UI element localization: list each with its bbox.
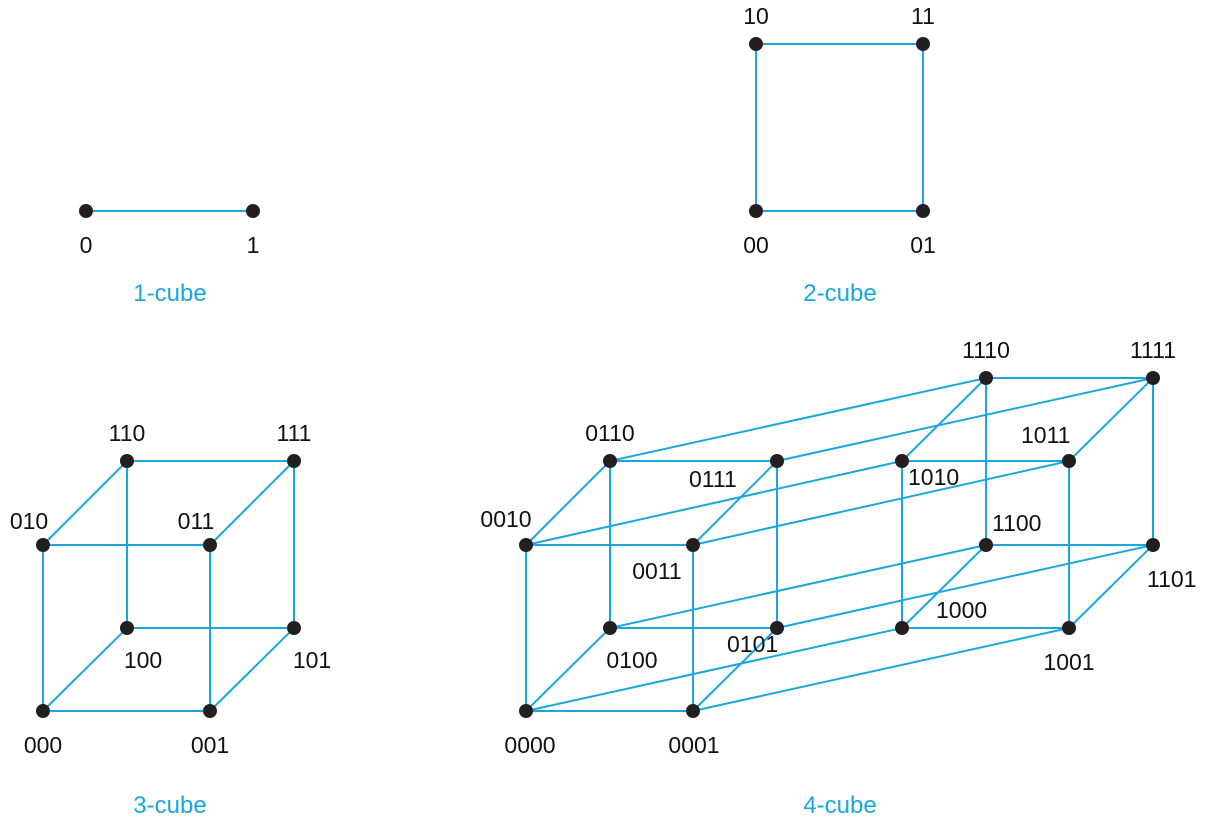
node-label-1001: 1001 [1043,649,1094,675]
node-1011 [1062,454,1076,468]
node-1 [246,204,260,218]
node-label-1110: 1110 [962,337,1010,363]
edge-1001-1101 [1068,544,1154,629]
caption-1-cube: 1-cube [133,280,206,307]
node-00 [749,204,763,218]
node-01 [916,204,930,218]
node-label-00: 00 [743,232,769,258]
node-label-0001: 0001 [668,732,719,758]
node-label-1: 1 [247,232,260,258]
node-label-0111: 0111 [689,466,737,492]
node-label-0011: 0011 [632,558,681,584]
caption-2-cube: 2-cube [803,280,876,307]
edge-1011-1111 [1068,377,1154,462]
edge-001-101 [209,627,295,712]
node-1001 [1062,621,1076,635]
node-label-0100: 0100 [606,647,657,673]
node-11 [916,37,930,51]
caption-3-cube: 3-cube [133,792,206,819]
edge-1010-1110 [901,377,987,462]
edge-0100-1100 [609,544,987,629]
node-011 [203,538,217,552]
edge-011-111 [209,460,295,546]
node-1101 [1146,538,1160,552]
node-label-1010: 1010 [908,464,959,490]
node-label-1011: 1011 [1021,422,1070,448]
node-100 [120,621,134,635]
edge-1000-1100 [901,544,987,629]
node-0111 [770,454,784,468]
node-label-1100: 1100 [992,510,1041,536]
node-label-11: 11 [911,3,935,29]
edge-0101-1101 [776,544,1154,629]
node-label-1101: 1101 [1147,566,1196,592]
node-label-101: 101 [293,647,331,673]
node-label-10: 10 [743,3,769,29]
node-10 [749,37,763,51]
node-label-110: 110 [109,420,146,446]
edge-0011-0111 [692,460,778,546]
node-label-100: 100 [124,647,162,673]
caption-4-cube: 4-cube [803,792,876,819]
node-0011 [686,538,700,552]
node-0010 [519,538,533,552]
node-label-011: 011 [178,508,215,534]
node-111 [287,454,301,468]
node-label-0: 0 [80,232,93,258]
node-label-1000: 1000 [936,597,987,623]
node-label-001: 001 [191,732,229,758]
node-label-0110: 0110 [585,420,634,446]
edge-0110-1110 [609,377,987,462]
node-1100 [979,538,993,552]
edge-000-100 [42,627,128,712]
node-label-0000: 0000 [504,732,555,758]
node-0 [79,204,93,218]
node-1110 [979,371,993,385]
node-010 [36,538,50,552]
node-000 [36,704,50,718]
edge-0011-1011 [692,460,1070,546]
node-label-0010: 0010 [480,506,531,532]
node-1010 [895,454,909,468]
edge-0000-0100 [525,627,611,712]
edges-layer [42,43,1154,712]
edge-0010-0110 [525,460,611,546]
node-110 [120,454,134,468]
node-0000 [519,704,533,718]
node-0110 [603,454,617,468]
edge-0111-1111 [776,377,1154,462]
node-label-000: 000 [24,732,62,758]
node-101 [287,621,301,635]
node-0100 [603,621,617,635]
node-label-111: 111 [277,420,312,446]
node-label-01: 01 [910,232,936,258]
node-1000 [895,621,909,635]
node-0001 [686,704,700,718]
node-label-010: 010 [10,508,48,534]
node-label-1111: 1111 [1130,337,1176,363]
edge-010-110 [42,460,128,546]
edge-0000-1000 [525,627,903,712]
edge-0001-1001 [692,627,1070,712]
node-1111 [1146,371,1160,385]
edge-0001-0101 [692,627,778,712]
nodes-layer [36,37,1160,718]
node-0101 [770,621,784,635]
node-001 [203,704,217,718]
node-label-0101: 0101 [727,631,778,657]
edge-0010-1010 [525,460,903,546]
